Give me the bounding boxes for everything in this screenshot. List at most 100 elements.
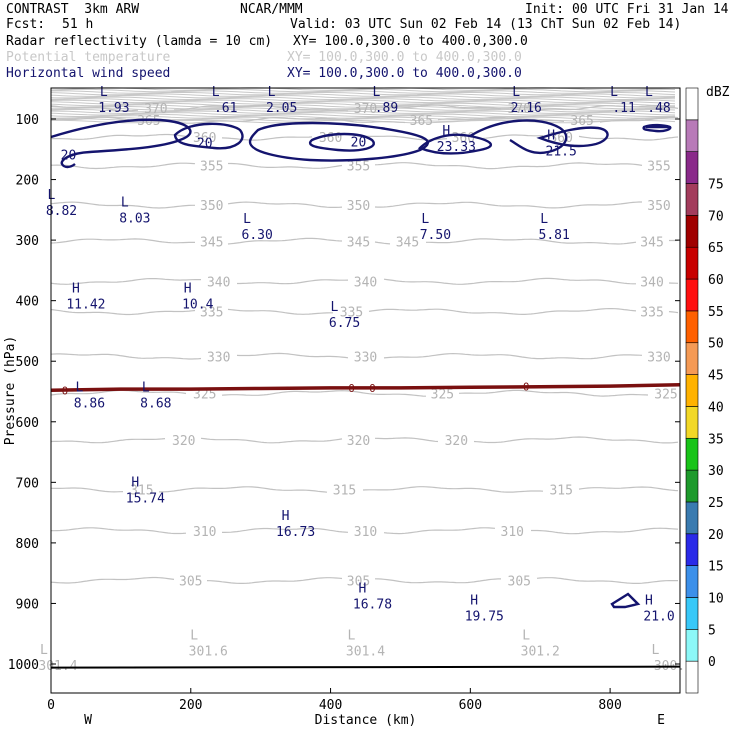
theta-contour-label: 370 <box>354 102 377 117</box>
theta-contour-label: 345 <box>200 235 223 250</box>
wind-extremum-value: 8.68 <box>140 396 171 411</box>
theta-extremum-value: 301.6 <box>189 645 228 660</box>
wind-extremum-marker: H <box>470 594 478 609</box>
theta-contour-label: 330 <box>647 350 670 365</box>
colorbar-swatch <box>685 119 699 152</box>
theta-contour-label: 350 <box>200 199 223 214</box>
theta-contour-label: 305 <box>347 574 370 589</box>
wind-contour-20 <box>50 118 192 169</box>
theta-contour-label: 355 <box>200 160 223 175</box>
wind-extremum-value: 5.81 <box>539 228 570 243</box>
wind-contour-20 <box>173 122 244 150</box>
colorbar-swatch <box>685 87 699 121</box>
theta-contour-label: 350 <box>347 199 370 214</box>
colorbar-level-label: 70 <box>708 209 724 224</box>
x-tick-label: 200 <box>179 698 202 713</box>
theta-extremum-marker: L <box>348 629 356 644</box>
colorbar-level-label: 50 <box>708 337 724 352</box>
wind-extremum-value: 8.86 <box>74 396 105 411</box>
wind-extremum-marker: L <box>100 85 108 100</box>
wind-contour-label: 20 <box>61 149 77 164</box>
wind-extremum-marker: L <box>121 196 129 211</box>
theta-contour-label: 325 <box>431 387 454 402</box>
wind-extremum-marker: L <box>268 85 276 100</box>
wind-extremum-value: 16.78 <box>353 597 392 612</box>
theta-contour-label: 335 <box>340 306 363 321</box>
theta-band-line <box>50 102 675 107</box>
colorbar-swatch <box>685 342 699 375</box>
wind-extremum-value: 11.42 <box>66 298 105 313</box>
theta-contour-label: 315 <box>549 484 572 499</box>
wind-extremum-marker: H <box>547 128 555 143</box>
colorbar-level-label: 5 <box>708 623 716 638</box>
init-time: Init: 00 UTC Fri 31 Jan 14 <box>525 2 729 17</box>
theta-contour-label: 365 <box>570 114 593 129</box>
theta-contour-370 <box>50 104 679 112</box>
theta-contour-345 <box>50 237 679 245</box>
wind-extremum-value: 16.73 <box>276 525 315 540</box>
reflectivity-zero-contour <box>50 383 681 393</box>
theta-contour-310 <box>50 527 679 535</box>
theta-extremum-value: 301.4 <box>346 645 385 660</box>
wind-extremum-marker: L <box>610 85 618 100</box>
wind-extremum-value: 8.82 <box>46 204 77 219</box>
colorbar-level-label: 30 <box>708 464 724 479</box>
x-axis-east-label: E <box>657 713 665 728</box>
wind-extremum-marker: H <box>645 594 653 609</box>
theta-contour-label: 320 <box>172 434 195 449</box>
wind-extremum-marker: H <box>282 509 290 524</box>
valid-time: Valid: 03 UTC Sun 02 Feb 14 (13 ChT Sun … <box>290 17 682 32</box>
theta-contour-label: 355 <box>647 160 670 175</box>
theta-contour-305 <box>50 576 678 584</box>
colorbar-level-label: 35 <box>708 432 724 447</box>
colorbar-swatch <box>685 533 699 566</box>
wind-extremum-value: 6.30 <box>242 228 273 243</box>
theta-extremum-value: 301.2 <box>521 645 560 660</box>
theta-extremum-marker: L <box>522 629 530 644</box>
wind-extremum-value: .11 <box>612 101 635 116</box>
x-tick-label: 800 <box>598 698 621 713</box>
colorbar-swatch <box>685 151 699 184</box>
theta-contour-365 <box>50 116 679 124</box>
colorbar-swatch <box>685 406 699 439</box>
x-tick-label: 600 <box>459 698 482 713</box>
theta-contour-label: 345 <box>396 235 419 250</box>
theta-contour-label: 325 <box>193 387 216 402</box>
wind-extremum-value: 7.50 <box>420 228 451 243</box>
theta-contour-label: 335 <box>200 306 223 321</box>
theta-extremum-marker: L <box>40 643 48 658</box>
wind-extremum-marker: L <box>331 300 339 315</box>
theta-extremum-marker: L <box>190 629 198 644</box>
theta-band-line <box>50 88 676 93</box>
theta-contour-label: 370 <box>508 102 531 117</box>
theta-contour-label: 350 <box>647 199 670 214</box>
colorbar-level-label: 60 <box>708 273 724 288</box>
theta-band-line <box>50 99 676 104</box>
y-tick-label: 100 <box>16 113 39 128</box>
theta-band-line <box>50 98 675 102</box>
wind-extremum-marker: H <box>184 282 192 297</box>
wind-extremum-value: 2.05 <box>266 101 297 116</box>
theta-band-line <box>50 118 676 122</box>
colorbar-level-label: 15 <box>708 560 724 575</box>
wind-extremum-value: 21.5 <box>546 144 577 159</box>
wind-extremum-marker: L <box>212 85 220 100</box>
model-name: CONTRAST 3km ARW <box>6 2 140 17</box>
reflectivity-contour-label: 0 <box>523 381 530 394</box>
reflectivity-contour-label: 0 <box>348 382 355 395</box>
wind-contour-20 <box>248 121 429 162</box>
surface-line <box>50 665 681 669</box>
field-reflectivity-name: Radar reflectivity (lamda = 10 cm) <box>6 34 273 49</box>
theta-contour-label: 310 <box>501 525 524 540</box>
theta-contour-335 <box>50 308 679 316</box>
theta-band-line <box>50 112 676 116</box>
wind-extremum-marker: L <box>421 212 429 227</box>
theta-band-line <box>50 109 676 113</box>
wind-extremum-marker: H <box>358 581 366 596</box>
theta-contour-label: 310 <box>354 525 377 540</box>
wind-contour-20 <box>642 123 672 133</box>
colorbar-level-label: 65 <box>708 241 724 256</box>
theta-band-line <box>51 119 676 124</box>
theta-contour-label: 320 <box>445 434 468 449</box>
